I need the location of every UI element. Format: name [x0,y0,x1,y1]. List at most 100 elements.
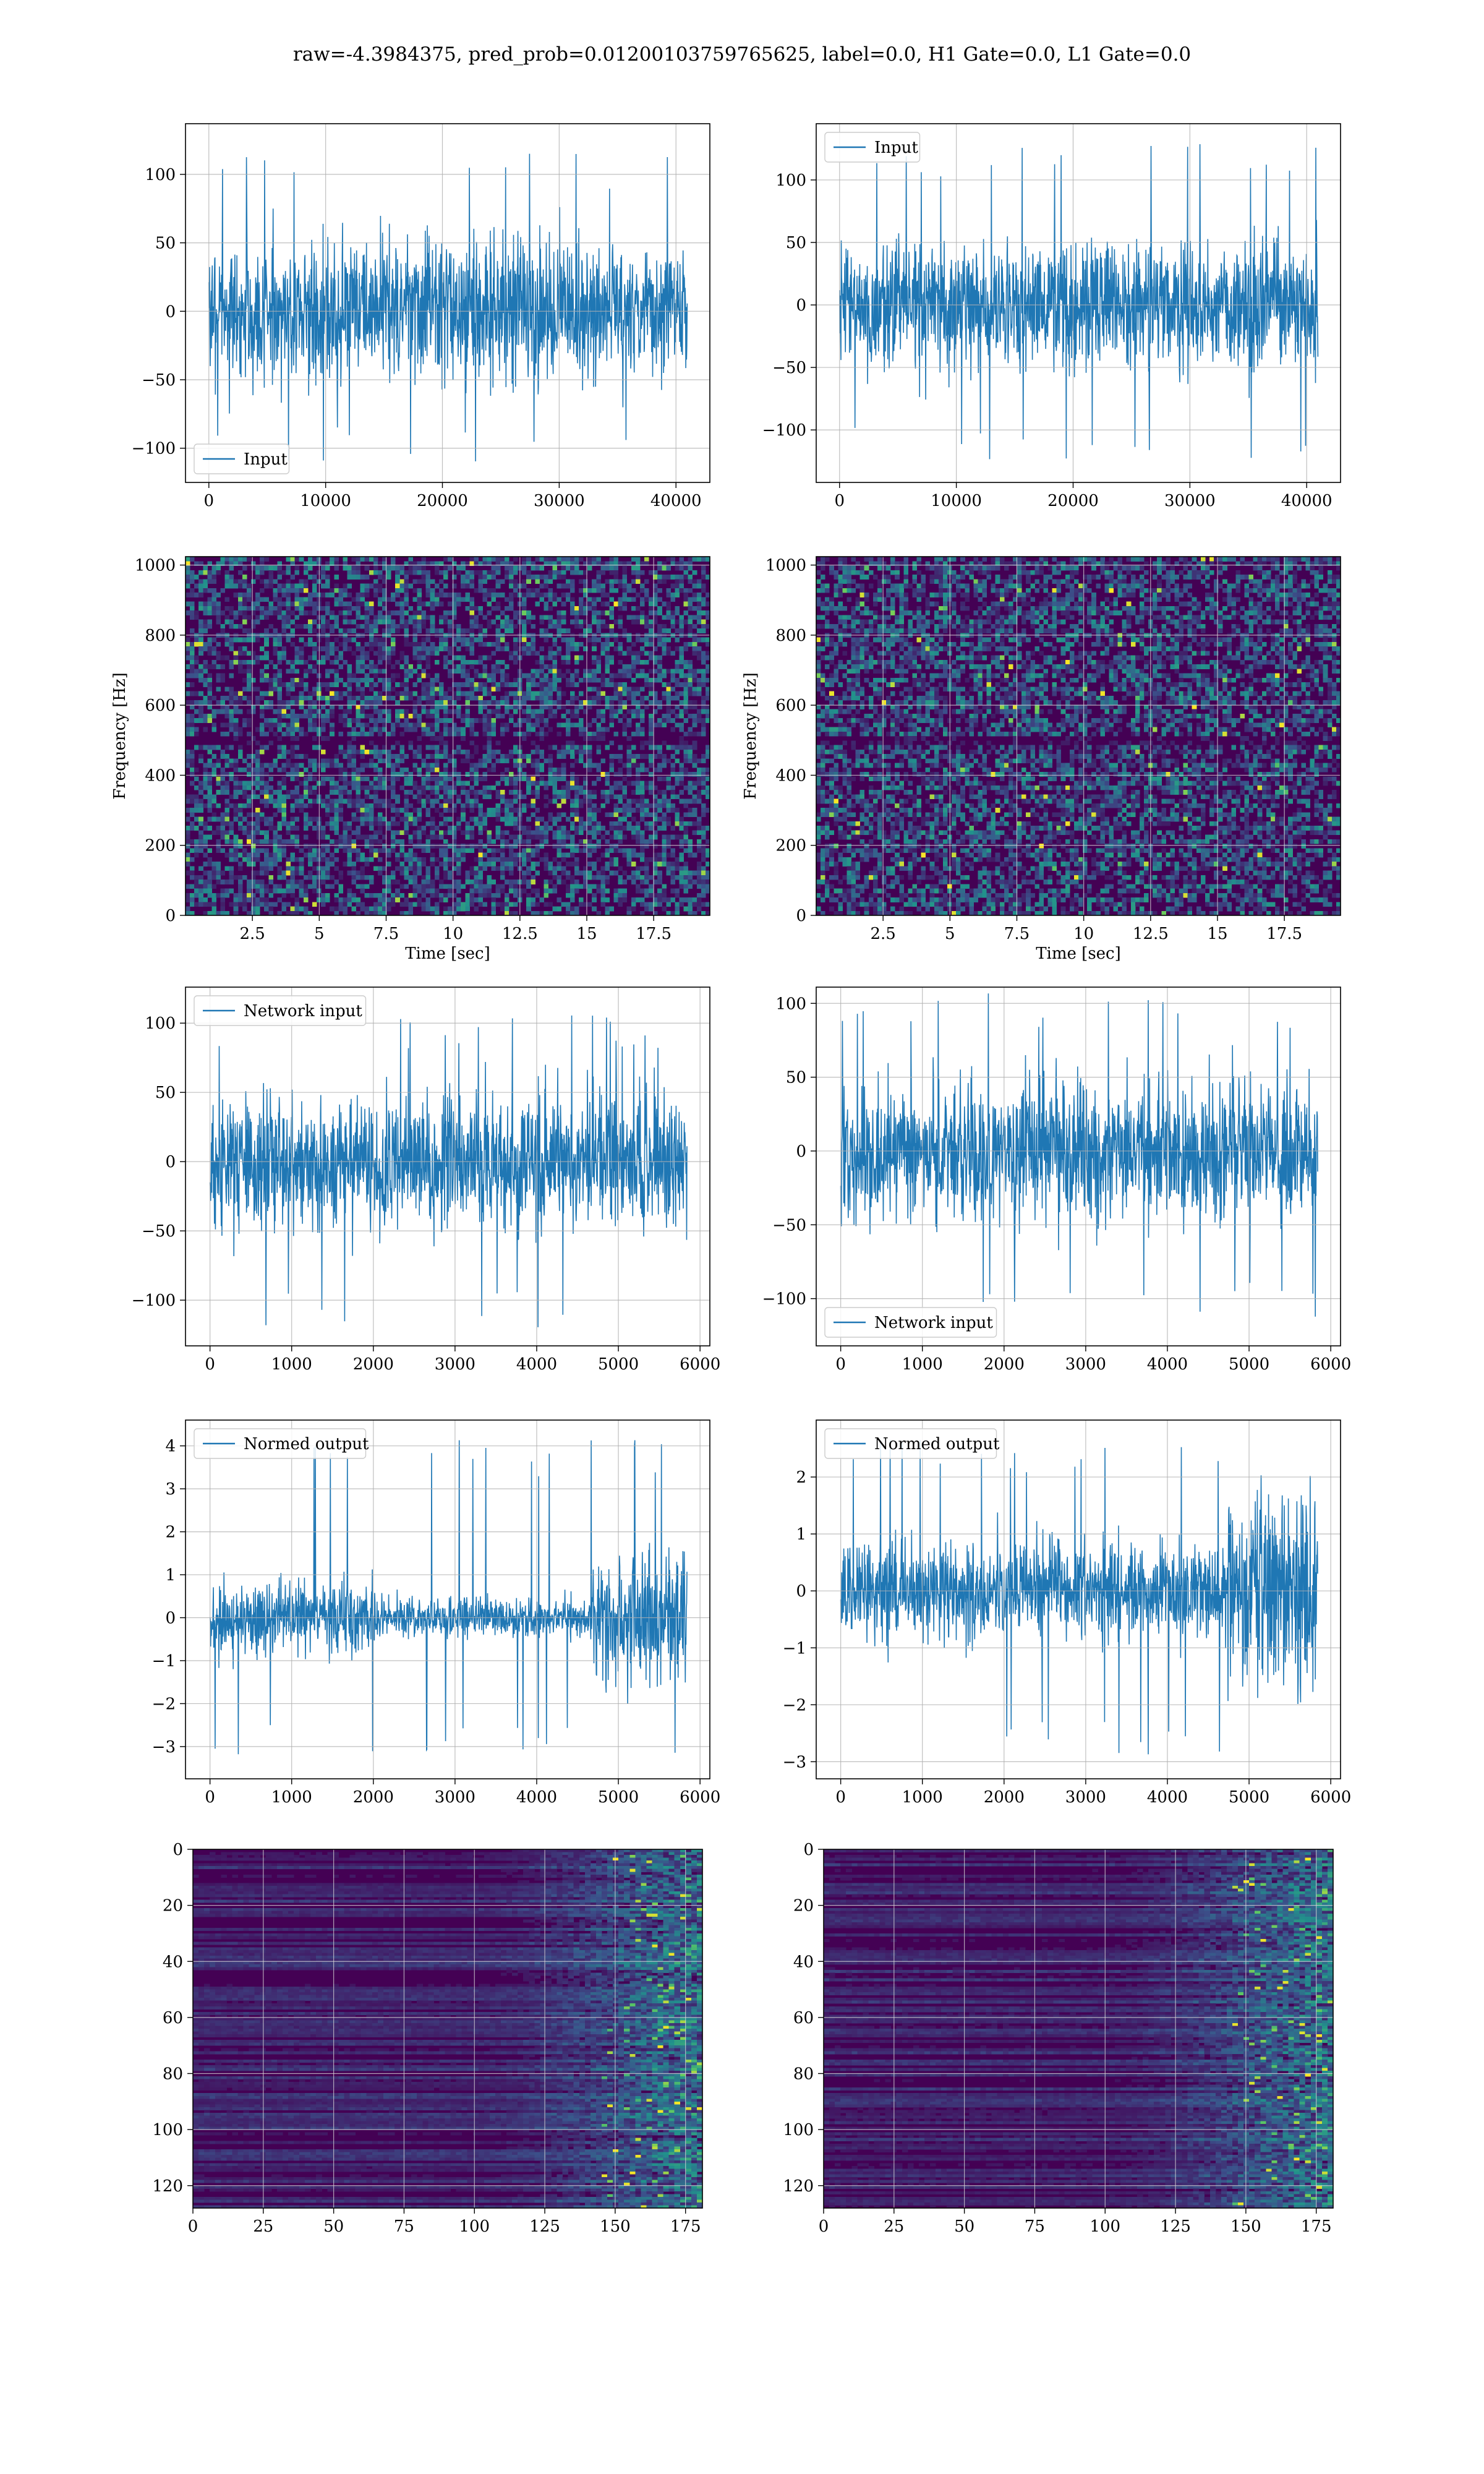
y-axis-ticks: −100 −50 0 50 100 [762,995,816,1309]
y-axis-label: Frequency [Hz] [111,672,129,800]
axes-frame [185,1419,710,1779]
x-axis-ticks: 0 25 50 75 100 125 150 175 [188,2208,701,2236]
x-tick-label: 5000 [1229,1355,1269,1374]
x-tick-label: 0 [835,1355,846,1374]
panel-row4-left: 0 1000 2000 3000 4000 5000 6000 −3 −2 −1 0 1 2 3 4 Norm… [152,1419,720,1807]
x-axis-label: Time [sec] [405,944,490,963]
y-tick-label: 1 [165,1566,176,1585]
x-axis-ticks: 0 10000 20000 30000 40000 [834,482,1333,510]
plot-area [840,993,1318,1317]
y-tick-label: 50 [155,1084,176,1102]
x-tick-label: 75 [394,2217,414,2236]
panel-row3-right: 0 1000 2000 3000 4000 5000 6000 −100 −50 0 50 100 Ne… [762,987,1351,1374]
plot-area [840,1440,1318,1755]
y-tick-label: 3 [165,1480,176,1499]
x-tick-label: 3000 [435,1788,475,1807]
panel-row5-right: 0 25 50 75 100 125 150 175 0 20 40 60 80 100 120 [783,1841,1334,2236]
y-tick-label: 80 [163,2065,183,2084]
plot-area [208,153,688,461]
y-tick-label: 0 [803,1841,814,1859]
x-tick-label: 10000 [931,492,982,510]
series-line [209,1440,688,1755]
y-tick-label: 50 [786,1069,806,1087]
y-tick-label: −3 [152,1738,176,1757]
y-tick-label: 120 [783,2177,814,2196]
x-tick-label: 50 [954,2217,974,2236]
x-tick-label: 0 [835,1788,846,1807]
y-tick-label: −3 [783,1753,806,1771]
x-tick-label: 2000 [353,1788,394,1807]
x-tick-label: 0 [834,492,845,510]
x-tick-label: 125 [1160,2217,1191,2236]
panel-row2-left: 2.5 5 7.5 10 12.5 15 17.5 0 200 400 600 800 1000 Time… [111,556,710,963]
panel-row2-right: 2.5 5 7.5 10 12.5 15 17.5 0 200 400 600 800 1000 Time… [741,556,1341,963]
x-tick-label: 6000 [1310,1788,1351,1807]
y-tick-label: 0 [173,1841,183,1859]
y-axis-ticks: −100 −50 0 50 100 [132,1014,186,1310]
series-line [208,153,688,461]
y-tick-label: −100 [132,440,176,458]
y-tick-label: 20 [163,1897,183,1915]
x-tick-label: 25 [253,2217,273,2236]
x-axis-ticks: 0 1000 2000 3000 4000 5000 6000 [205,1779,720,1807]
y-tick-label: 1000 [135,557,176,575]
x-tick-label: 7.5 [1004,925,1030,943]
axes-frame [192,1849,703,2209]
legend: Input [824,132,921,163]
y-tick-label: 80 [793,2065,814,2084]
x-tick-label: 12.5 [502,925,538,943]
y-tick-label: 0 [165,907,176,925]
chart-row5-left: 0 25 50 75 100 125 150 175 0 20 40 60 80 100 120 [152,1841,703,2236]
y-tick-label: −50 [142,1222,176,1241]
y-tick-label: 200 [145,837,176,855]
x-axis-ticks: 2.5 5 7.5 10 12.5 15 17.5 [870,915,1302,943]
plot-area [824,1849,1334,2209]
series-line [839,144,1319,460]
x-tick-label: 150 [1230,2217,1261,2236]
x-tick-label: 2000 [353,1355,394,1374]
x-axis-label: Time [sec] [1036,944,1121,963]
y-tick-label: −50 [772,1216,806,1235]
y-tick-label: −100 [762,1290,806,1309]
plot-area [193,1849,703,2209]
axes-frame [823,1849,1334,2209]
x-tick-label: 4000 [516,1355,557,1374]
x-tick-label: 10 [1073,925,1094,943]
y-tick-label: 2 [796,1468,806,1487]
plot-area [839,144,1319,460]
chart-row3-left: 0 1000 2000 3000 4000 5000 6000 −100 −50 0 50 100 Ne… [132,987,720,1374]
axes-frame [816,987,1341,1346]
plot-area [186,557,710,916]
x-tick-label: 5000 [598,1355,639,1374]
legend-label: Normed output [874,1435,1000,1453]
chart-row1-right: 0 10000 20000 30000 40000 −100 −50 0 50 100 Input [762,123,1341,510]
x-tick-label: 10000 [300,492,351,510]
x-tick-label: 5 [945,925,955,943]
x-tick-label: 20000 [1047,492,1099,510]
y-tick-label: 1000 [765,557,806,575]
legend-label: Input [874,139,918,157]
y-tick-label: −50 [142,371,176,390]
x-tick-label: 3000 [435,1355,475,1374]
x-tick-label: 7.5 [373,925,399,943]
y-tick-label: 400 [775,766,806,785]
x-tick-label: 4000 [516,1788,557,1807]
x-axis-ticks: 2.5 5 7.5 10 12.5 15 17.5 [239,915,672,943]
chart-row2-right: 2.5 5 7.5 10 12.5 15 17.5 0 200 400 600 800 1000 Time… [741,556,1341,963]
chart-row2-left: 2.5 5 7.5 10 12.5 15 17.5 0 200 400 600 800 1000 Time… [111,556,710,963]
x-tick-label: 2.5 [239,925,265,943]
plot-area [816,557,1341,916]
grid-lines [816,124,1341,482]
y-tick-label: 60 [163,2009,183,2027]
y-axis-ticks: −3 −2 −1 0 1 2 3 4 [152,1437,186,1757]
y-axis-ticks: 0 20 40 60 80 100 120 [152,1841,193,2196]
y-tick-label: 0 [165,302,176,321]
heatmap-cells [193,1849,703,2209]
x-tick-label: 17.5 [636,925,672,943]
x-tick-label: 2.5 [870,925,895,943]
y-axis-label: Frequency [Hz] [741,672,760,800]
x-tick-label: 4000 [1147,1788,1188,1807]
x-tick-label: 0 [203,492,214,510]
x-tick-label: 1000 [902,1788,943,1807]
x-tick-label: 10 [443,925,463,943]
